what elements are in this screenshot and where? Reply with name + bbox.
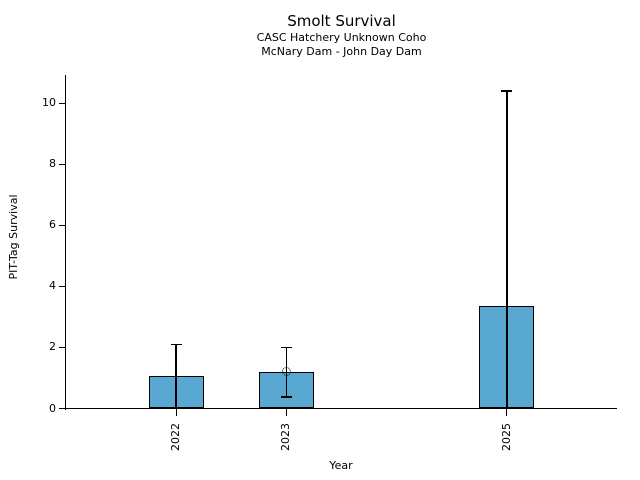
x-axis-label: Year xyxy=(329,459,353,472)
error-bar-line-2022 xyxy=(175,344,177,409)
error-bar-cap-high-2025 xyxy=(501,90,513,93)
y-tick-8 xyxy=(58,163,65,166)
point-marker-2023 xyxy=(281,367,291,377)
x-tick-label-2023: 2023 xyxy=(279,423,293,451)
y-tick-6 xyxy=(58,224,65,227)
x-tick-2022 xyxy=(175,409,177,417)
y-tick-label-10: 10 xyxy=(42,96,56,110)
y-tick-label-2: 2 xyxy=(49,340,56,354)
x-tick-2023 xyxy=(285,409,287,417)
chart-title: Smolt Survival xyxy=(287,12,396,30)
error-bar-line-2025 xyxy=(506,91,508,409)
error-bar-cap-high-2022 xyxy=(170,343,182,346)
error-bar-cap-high-2023 xyxy=(280,346,292,349)
x-tick-2025 xyxy=(506,409,508,417)
y-tick-10 xyxy=(58,102,65,105)
y-tick-0 xyxy=(58,407,65,410)
chart-subtitle-line1: CASC Hatchery Unknown Coho xyxy=(256,31,427,44)
x-tick-label-2025: 2025 xyxy=(499,423,513,451)
error-bar-cap-low-2023 xyxy=(280,396,292,398)
y-tick-4 xyxy=(58,285,65,288)
y-tick-label-0: 0 xyxy=(49,401,56,415)
x-tick-label-2022: 2022 xyxy=(169,423,183,451)
y-tick-label-8: 8 xyxy=(49,157,56,171)
y-tick-label-4: 4 xyxy=(49,279,56,293)
y-tick-2 xyxy=(58,346,65,349)
y-axis-spine xyxy=(64,75,66,410)
y-tick-label-6: 6 xyxy=(49,218,56,232)
x-axis-spine xyxy=(64,407,617,410)
chart-subtitle-line2: McNary Dam - John Day Dam xyxy=(261,45,422,58)
